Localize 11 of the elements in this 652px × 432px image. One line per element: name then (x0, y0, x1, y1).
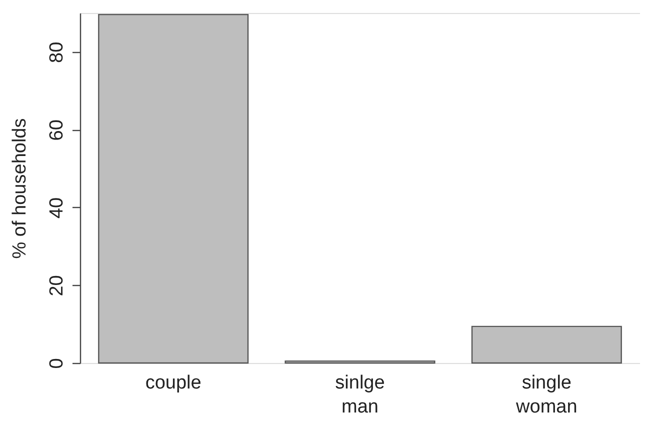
y-tick-label: 60 (46, 120, 68, 141)
x-tick-label: single woman (515, 372, 578, 418)
y-tick-label: 0 (46, 358, 68, 369)
y-axis-title: % of households (10, 118, 30, 259)
y-tick-label: 80 (46, 42, 68, 63)
bar (98, 14, 249, 364)
y-tick-label: 20 (46, 275, 68, 296)
y-tick-label: 40 (46, 197, 68, 219)
x-tick-label: sinlge man (335, 372, 385, 418)
x-tick-label: couple (145, 372, 202, 394)
bar (471, 326, 622, 364)
